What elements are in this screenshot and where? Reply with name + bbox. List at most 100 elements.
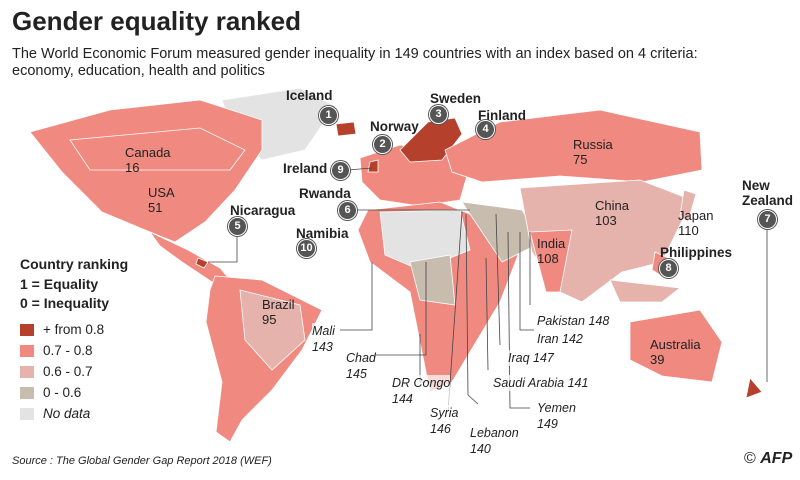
country-label: Syria 146 xyxy=(430,405,459,437)
country-name: Iceland xyxy=(286,88,333,103)
country-name: Rwanda xyxy=(299,186,351,201)
legend-scale: 1 = Equality xyxy=(20,276,99,292)
country-rank: 110 xyxy=(678,223,699,238)
country-label: USA 51 xyxy=(148,185,175,215)
country-rank: 16 xyxy=(125,160,140,175)
rank-badge: 4 xyxy=(476,120,495,139)
rank-badge: 3 xyxy=(429,105,448,124)
country-label: Chad 145 xyxy=(346,350,376,382)
country-name: Brazil xyxy=(262,297,295,312)
country-name: Nicaragua xyxy=(230,203,296,218)
country-name: DR Congo xyxy=(392,376,451,390)
legend-label: 0.6 - 0.7 xyxy=(43,364,93,379)
legend-label: 0.7 - 0.8 xyxy=(43,343,93,358)
country-name: Russia xyxy=(573,137,613,152)
legend-swatch xyxy=(20,407,34,420)
legend-swatch xyxy=(20,344,34,357)
country-label: DR Congo 144 xyxy=(392,375,451,407)
country-rank: 149 xyxy=(537,417,558,431)
country-label: India 108 xyxy=(537,236,565,266)
country-name: Syria xyxy=(430,406,459,420)
country-rank: 51 xyxy=(148,200,163,215)
country-rank: 75 xyxy=(573,152,588,167)
title: Gender equality ranked xyxy=(12,6,301,36)
country-rank: 144 xyxy=(392,392,413,406)
country-label: Japan 110 xyxy=(678,208,713,238)
country-label: Russia 75 xyxy=(573,137,613,167)
country-rank: 142 xyxy=(562,332,583,346)
legend-label: + from 0.8 xyxy=(43,322,105,337)
country-name: Yemen xyxy=(537,401,576,415)
rank-badge: 1 xyxy=(319,106,338,125)
country-label: Lebanon 140 xyxy=(470,425,519,457)
country-rank: 140 xyxy=(470,442,491,456)
legend-title: Country ranking xyxy=(20,256,129,272)
country-label: Saudi Arabia 141 xyxy=(493,375,589,391)
rank-badge: 9 xyxy=(331,161,350,180)
country-name: Norway xyxy=(370,119,419,134)
country-name: Ireland xyxy=(283,161,328,176)
legend-items: + from 0.8 0.7 - 0.8 0.6 - 0.7 0 - 0.6 No da… xyxy=(20,319,128,424)
country-name: India xyxy=(537,236,566,251)
subtitle: The World Economic Forum measured gender… xyxy=(12,46,698,79)
country-rank: 148 xyxy=(588,314,610,328)
rank-badge: 6 xyxy=(338,201,357,220)
legend-label: No data xyxy=(43,406,91,421)
rank-badge: 7 xyxy=(758,210,777,229)
country-name: Sweden xyxy=(430,91,482,106)
country-label: China 103 xyxy=(595,198,629,228)
legend-item: No data xyxy=(20,403,128,424)
country-name: Mali xyxy=(312,324,335,338)
country-label: Canada 16 xyxy=(125,145,171,175)
copyright-mark: © xyxy=(744,450,761,467)
country-name: Philippines xyxy=(660,245,733,260)
country-rank: 146 xyxy=(430,422,451,436)
country-name: Iran xyxy=(537,332,559,346)
country-name: Japan xyxy=(678,208,714,223)
country-name: Lebanon xyxy=(470,426,519,440)
country-name: New Zealand xyxy=(742,178,794,208)
country-rank: 147 xyxy=(533,351,554,365)
legend-item: 0.7 - 0.8 xyxy=(20,340,128,361)
country-rank: 145 xyxy=(346,367,367,381)
legend-scale: 0 = Inequality xyxy=(20,295,110,311)
rank-badge: 8 xyxy=(659,259,678,278)
country-label: Yemen 149 xyxy=(537,400,576,432)
country-label: Pakistan 148 xyxy=(537,313,610,329)
legend-item: 0.6 - 0.7 xyxy=(20,361,128,382)
country-name: USA xyxy=(148,185,175,200)
legend-swatch xyxy=(20,386,34,399)
legend-item: + from 0.8 xyxy=(20,319,128,340)
legend-label: 0 - 0.6 xyxy=(43,385,82,400)
country-rank: 103 xyxy=(595,213,617,228)
country-name: Iraq xyxy=(508,351,530,365)
country-label: Iran 142 xyxy=(537,331,583,347)
country-name: Namibia xyxy=(296,226,349,241)
country-name: Pakistan xyxy=(537,314,585,328)
country-name: Australia xyxy=(650,337,701,352)
country-label: Brazil 95 xyxy=(262,297,295,327)
legend-item: 0 - 0.6 xyxy=(20,382,128,403)
rank-badge: 5 xyxy=(228,217,247,236)
country-rank: 143 xyxy=(312,340,333,354)
country-label: Mali 143 xyxy=(312,323,335,355)
country-name: Finland xyxy=(478,108,526,123)
country-rank: 108 xyxy=(537,251,559,266)
logo-text: AFP xyxy=(760,450,793,467)
country-rank: 141 xyxy=(567,376,589,390)
country-name: Saudi Arabia xyxy=(493,376,565,390)
country-name: Chad xyxy=(346,351,376,365)
country-label: Australia 39 xyxy=(650,337,701,367)
logo: © AFP xyxy=(744,450,792,468)
source: Source : The Global Gender Gap Report 20… xyxy=(12,455,272,467)
country-name: Canada xyxy=(125,145,171,160)
country-rank: 39 xyxy=(650,352,665,367)
rank-badge: 2 xyxy=(373,135,392,154)
rank-badge: 10 xyxy=(297,239,316,258)
country-name: China xyxy=(595,198,629,213)
country-label: Iraq 147 xyxy=(508,350,554,366)
legend: Country ranking 1 = Equality 0 = Inequal… xyxy=(20,256,128,424)
legend-swatch xyxy=(20,323,34,336)
